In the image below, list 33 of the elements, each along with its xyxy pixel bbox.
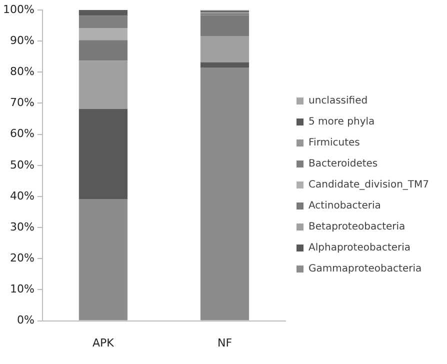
legend-label: Bacteroidetes <box>308 158 378 170</box>
bar <box>78 60 128 109</box>
legend-label: unclassified <box>308 96 368 107</box>
bar <box>78 40 128 61</box>
y-tick-label: 20% <box>10 252 34 264</box>
bar <box>78 16 128 28</box>
y-tick-label: 70% <box>10 96 34 110</box>
legend-label: 5 more phyla <box>308 116 375 128</box>
x-tick-label: APK <box>92 336 115 350</box>
legend-label: Candidate_division_TM7 <box>308 180 430 191</box>
y-tick-label: 40% <box>10 189 34 202</box>
y-tick-label: 80% <box>10 65 34 78</box>
y-tick-label: 100% <box>2 2 34 16</box>
bar <box>200 36 250 62</box>
x-tick-label: NF <box>217 336 232 350</box>
y-tick-label: 90% <box>10 34 34 47</box>
bar <box>78 198 128 320</box>
y-tick-label: 10% <box>10 282 34 296</box>
legend-label: Alphaproteobacteria <box>308 242 411 254</box>
bar <box>78 108 128 199</box>
bar <box>200 62 250 68</box>
bar <box>200 15 250 36</box>
legend-label: Firmicutes <box>308 138 360 149</box>
y-tick-label: 60% <box>10 127 34 140</box>
y-tick-label: 30% <box>10 220 34 234</box>
legend-label: Betaproteobacteria <box>308 222 406 233</box>
bar <box>78 10 128 16</box>
bar <box>200 68 250 320</box>
bar <box>78 28 128 40</box>
legend-label: Gammaproteobacteria <box>308 264 422 275</box>
y-tick-label: 0% <box>16 314 34 327</box>
y-tick-label: 50% <box>10 158 34 172</box>
legend-label: Actinobacteria <box>308 200 381 212</box>
